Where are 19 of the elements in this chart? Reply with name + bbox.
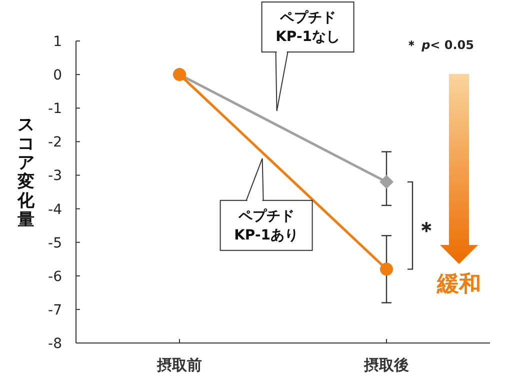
y-tick-label: -2	[48, 134, 62, 151]
point	[380, 174, 394, 189]
y-tick-label: 1	[53, 34, 62, 50]
y-tick-label: -5	[48, 235, 62, 252]
annotation: 緩和	[436, 272, 481, 297]
y-tick-label: -7	[48, 302, 62, 318]
series-label: ペプチド KP-1あり	[234, 207, 299, 244]
y-tick-label: -8	[48, 336, 62, 352]
y-tick-label: -6	[48, 268, 62, 285]
y-tick-label: 0	[53, 68, 62, 84]
y-axis-title: スコア変化量	[16, 115, 36, 230]
x-tick-label: 摂取前	[156, 356, 202, 374]
y-tick-label: -1	[48, 101, 62, 118]
annotation: ＊ p< 0.05	[405, 38, 474, 52]
point	[380, 262, 393, 276]
y-tick-label: -3	[48, 168, 62, 184]
annotation: ＊	[416, 218, 438, 244]
x-tick-label: 摂取後	[363, 356, 409, 374]
y-tick-label: -4	[48, 202, 62, 218]
